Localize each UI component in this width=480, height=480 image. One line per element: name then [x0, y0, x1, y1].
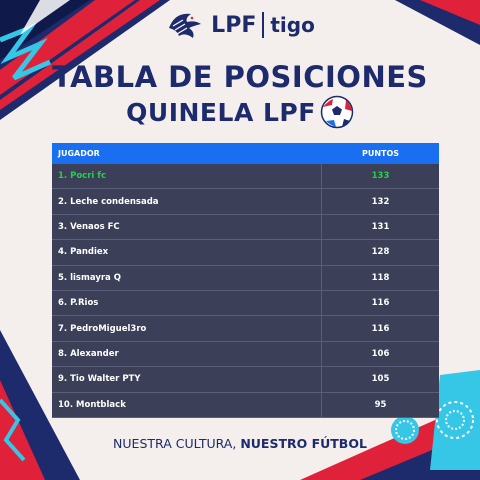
player-points: 118 — [371, 272, 390, 283]
player-points: 132 — [371, 196, 390, 207]
player-name: 8. Alexander — [52, 341, 322, 367]
player-name: 5. lismayra Q — [52, 265, 322, 290]
table-row: 5. lismayra Q 118 — [52, 265, 439, 291]
player-points: 95 — [374, 399, 387, 410]
subtitle-row: QUINELA LPF — [0, 95, 480, 129]
player-points: 133 — [371, 171, 390, 182]
footer-slogan: NUESTRA CULTURA, NUESTRO FÚTBOL — [0, 436, 480, 451]
player-name: 10. Montblack — [52, 392, 322, 417]
table-header: JUGADOR PUNTOS — [52, 143, 439, 164]
player-points: 131 — [371, 221, 390, 232]
logo-divider — [262, 12, 265, 38]
player-points: 116 — [371, 298, 390, 309]
soccer-ball-icon — [320, 95, 354, 129]
header-puntos: PUNTOS — [361, 149, 400, 158]
lpf-logo-text: LPF — [211, 12, 257, 38]
table-row: 10. Montblack 95 — [52, 392, 439, 418]
player-name: 7. PedroMiguel3ro — [52, 316, 322, 341]
slogan-part-2: NUESTRO FÚTBOL — [240, 436, 367, 451]
player-name: 2. Leche condensada — [52, 189, 322, 214]
brand-header: LPF tigo — [0, 8, 480, 42]
table-row: 9. Tio Walter PTY 105 — [52, 367, 439, 393]
eagle-logo-icon — [169, 13, 202, 38]
player-points: 128 — [371, 247, 390, 258]
player-points: 106 — [371, 348, 390, 359]
table-row: 7. PedroMiguel3ro 116 — [52, 316, 439, 342]
table-row: 4. Pandiex 128 — [52, 240, 439, 266]
table-row: 3. Venaos FC 131 — [52, 214, 439, 241]
player-points: 116 — [371, 323, 390, 334]
tigo-logo-text: tigo — [270, 13, 315, 37]
standings-table: JUGADOR PUNTOS 1. Pocri fc 133 2. Leche … — [52, 143, 439, 418]
player-points: 105 — [371, 374, 390, 385]
player-name: 9. Tio Walter PTY — [52, 367, 322, 392]
player-name: 1. Pocri fc — [52, 164, 322, 189]
header-jugador: JUGADOR — [58, 149, 100, 158]
table-row: 1. Pocri fc 133 — [52, 164, 439, 190]
page-subtitle: QUINELA LPF — [126, 97, 316, 127]
player-name: 3. Venaos FC — [52, 214, 322, 240]
player-name: 4. Pandiex — [52, 240, 322, 265]
table-row: 2. Leche condensada 132 — [52, 189, 439, 215]
player-name: 6. P.Rios — [52, 290, 322, 316]
slogan-part-1: NUESTRA CULTURA, — [113, 436, 241, 451]
page-title: TABLA DE POSICIONES — [52, 60, 428, 94]
table-row: 6. P.Rios 116 — [52, 290, 439, 317]
table-row: 8. Alexander 106 — [52, 341, 439, 368]
